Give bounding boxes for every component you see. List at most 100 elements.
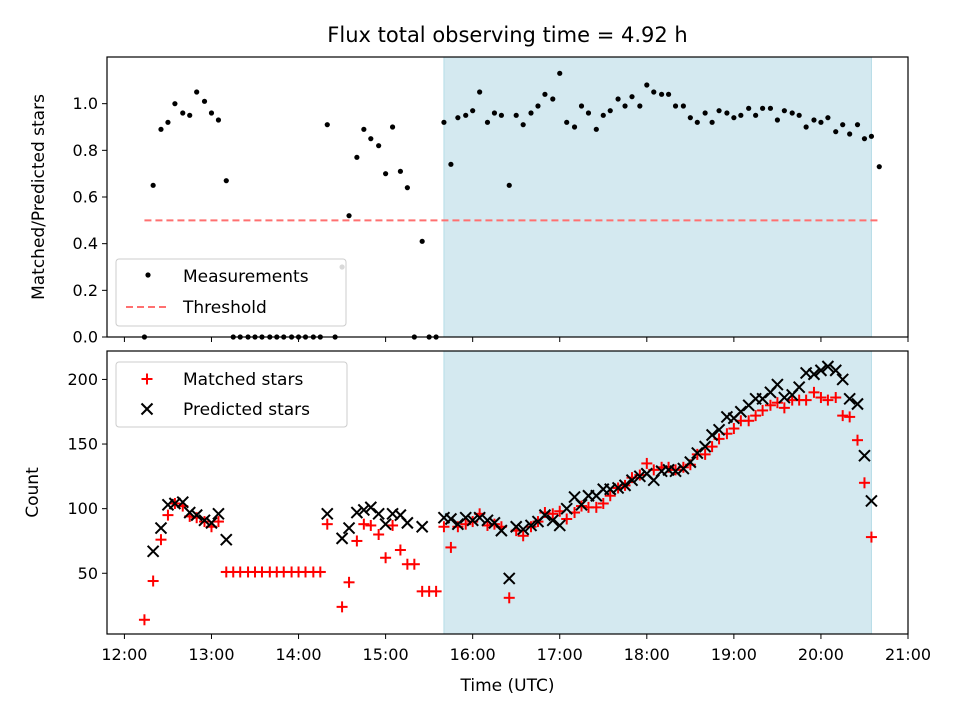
matched-star-point [844,411,856,423]
matched-star-point [699,448,711,460]
measurement-point [833,129,839,135]
time-x-tick-label: 19:00 [711,645,757,664]
matched-star-point [212,516,224,528]
predicted-star-point [792,380,806,394]
measurement-point [498,112,505,118]
measurement-point [172,101,178,107]
measurement-point [644,82,650,88]
matched-star-point [138,614,150,626]
measurements-series [141,70,882,340]
predicted-star-point [618,479,632,492]
predicted-star-point [357,503,371,517]
ratio-y-tick-label: 0.0 [73,328,98,347]
predicted-star-point [372,507,385,521]
predicted-star-point [176,495,189,509]
measurement-point [818,119,824,125]
matched-star-point [604,490,616,502]
count-y-axis-label: Count [23,467,43,518]
measurement-point [637,103,643,109]
measurement-point [709,119,715,125]
count-panel: 50 100 150 200 12:00 13:00 14:00 15:00 16:00 17:… [23,350,931,696]
count-y-tick-label: 50 [78,564,98,583]
measurement-point [811,117,817,123]
matched-star-point [445,541,457,553]
ratio-legend-box [115,258,347,327]
predicted-star-point [190,508,203,522]
measurement-point [463,112,469,118]
measurement-point [448,161,454,167]
measurement-point [796,112,802,118]
predicted-star-point [865,494,878,508]
measurement-point [651,89,657,95]
observing-window-rect [443,350,872,635]
matched-star-point [837,410,849,422]
time-x-axis: 12:00 13:00 14:00 15:00 16:00 17:00 18:00 19:00… [101,634,931,664]
predicted-star-point [473,511,486,524]
measurement-point [180,110,186,116]
time-x-tick-label: 12:00 [101,645,147,664]
count-y-axis: 50 100 150 200 [67,370,107,583]
time-x-tick-label: 13:00 [188,645,234,664]
count-legend-box [115,361,348,428]
measurement-point [194,89,200,95]
predicted-star-point [851,397,864,411]
matched-star-point [808,386,820,398]
matched-star-point [800,394,812,406]
measurement-point [767,105,774,111]
matched-star-point [590,501,602,513]
predicted-star-point [524,519,538,532]
predicted-star-point [335,532,349,545]
ratio-y-axis: 0.0 0.2 0.4 0.6 0.8 1.0 [73,94,107,347]
ratio-y-tick-label: 1.0 [73,94,98,113]
predicted-stars-series [146,360,878,585]
predicted-star-point [553,519,566,532]
chart-title: Flux total observing time = 4.92 h [327,23,687,47]
predicted-star-point [778,391,791,404]
measurement-point [150,182,156,188]
measurement-point [615,96,621,102]
predicted-star-point [495,524,508,537]
matched-stars-series [138,386,877,626]
measurement-point [665,91,672,97]
matched-star-point [373,528,385,540]
matched-star-point [597,497,609,509]
measurement-point [825,115,831,121]
measurement-point [383,171,389,177]
measurement-point [687,115,693,121]
predicted-star-point [509,520,523,533]
measurement-point [868,133,875,139]
ratio-panel-frame [106,56,909,338]
observing-window-shade [443,56,872,338]
predicted-star-point [560,502,573,515]
count-panel-frame [106,350,909,635]
predicted-star-point [183,506,196,519]
count-y-tick-label: 200 [67,370,98,389]
matched-star-point [865,531,877,543]
measurement-point [557,70,563,76]
time-x-tick-label: 21:00 [885,645,931,664]
measurement-point [659,91,665,97]
count-y-tick-label: 150 [67,435,98,454]
measurement-point [760,105,766,111]
measurement-point [528,110,534,116]
matched-star-point [561,513,573,525]
predicted-star-point [633,470,647,483]
measurement-point [702,110,708,116]
predicted-star-point [821,360,835,373]
predicted-star-point [146,545,160,558]
predicted-star-point [546,514,559,527]
time-x-axis-label: Time (UTC) [460,676,555,696]
predicted-star-point [154,521,168,535]
measurement-point [840,122,846,128]
legend-x-glyph [140,402,154,416]
measurement-point [477,89,483,95]
measurement-point [208,110,215,116]
measurement-point [738,112,744,118]
ratio-y-tick-label: 0.4 [73,234,98,253]
predicted-star-point [843,392,856,406]
matched-star-point [503,592,515,604]
measurement-point [803,124,809,130]
measurement-point [847,131,853,137]
observing-window-rect [443,56,872,338]
predicted-star-point [321,507,334,521]
